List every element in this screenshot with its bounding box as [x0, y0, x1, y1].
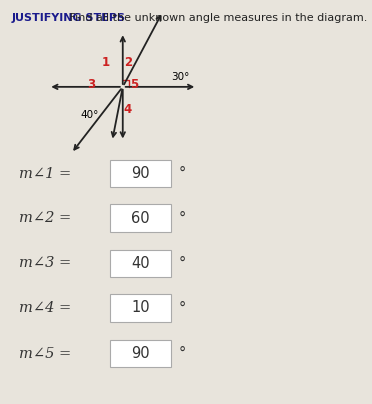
Text: 1: 1	[102, 56, 110, 69]
Text: 90: 90	[131, 166, 150, 181]
Text: m∠3 =: m∠3 =	[19, 257, 71, 270]
FancyBboxPatch shape	[110, 160, 171, 187]
Text: m∠4 =: m∠4 =	[19, 301, 71, 315]
Text: 5: 5	[130, 78, 138, 91]
Text: JUSTIFYING STEPS: JUSTIFYING STEPS	[11, 13, 125, 23]
Text: 40°: 40°	[80, 110, 98, 120]
Text: 40: 40	[131, 256, 150, 271]
Text: 4: 4	[123, 103, 131, 116]
Text: °: °	[179, 300, 186, 316]
Text: °: °	[179, 256, 186, 271]
FancyBboxPatch shape	[110, 204, 171, 232]
Text: 90: 90	[131, 346, 150, 361]
Text: 3: 3	[87, 78, 95, 91]
Text: °: °	[179, 346, 186, 361]
Text: Find all the unknown angle measures in the diagram.: Find all the unknown angle measures in t…	[66, 13, 368, 23]
Text: 30°: 30°	[171, 72, 189, 82]
FancyBboxPatch shape	[110, 294, 171, 322]
Text: 60: 60	[131, 210, 150, 226]
Text: m∠5 =: m∠5 =	[19, 347, 71, 360]
Text: °: °	[179, 166, 186, 181]
Text: m∠1 =: m∠1 =	[19, 167, 71, 181]
Text: °: °	[179, 210, 186, 226]
Text: 10: 10	[131, 300, 150, 316]
FancyBboxPatch shape	[110, 340, 171, 367]
FancyBboxPatch shape	[110, 250, 171, 277]
Text: m∠2 =: m∠2 =	[19, 211, 71, 225]
Text: 2: 2	[124, 56, 132, 69]
